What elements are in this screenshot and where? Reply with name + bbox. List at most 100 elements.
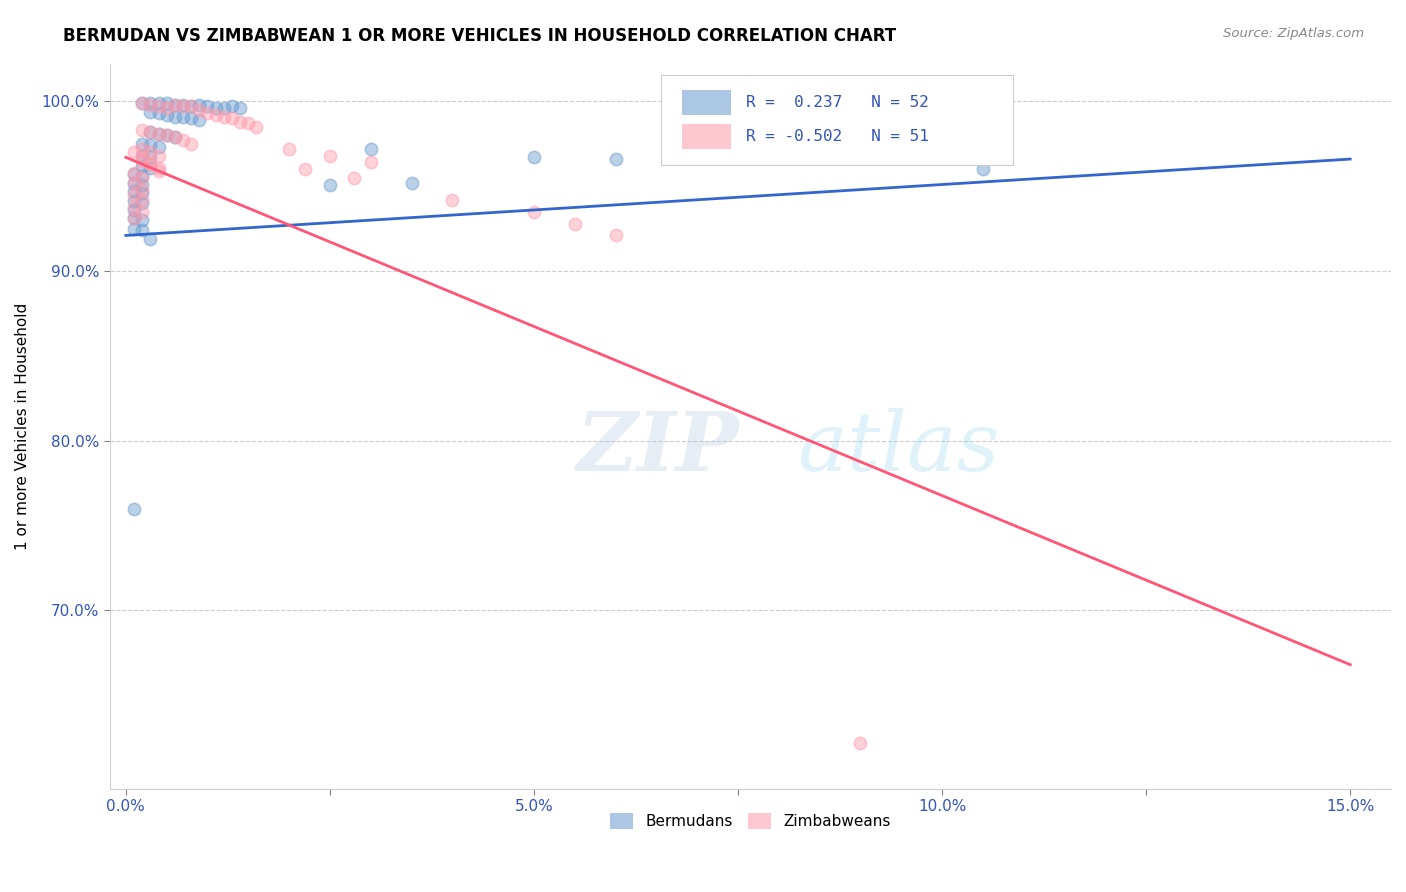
Point bbox=[163, 130, 186, 145]
Point bbox=[131, 186, 153, 200]
Point bbox=[131, 196, 153, 211]
Point bbox=[523, 204, 546, 219]
Point bbox=[156, 101, 179, 115]
Point bbox=[188, 103, 211, 117]
Point bbox=[139, 150, 162, 164]
Point bbox=[212, 110, 235, 124]
Point bbox=[163, 130, 186, 145]
Point bbox=[972, 162, 994, 177]
Point bbox=[229, 114, 252, 128]
Point bbox=[131, 96, 153, 111]
Point bbox=[122, 167, 145, 181]
Point bbox=[180, 99, 202, 113]
Point bbox=[148, 164, 170, 178]
Point bbox=[131, 153, 153, 168]
Point bbox=[139, 97, 162, 112]
Point bbox=[278, 142, 301, 156]
Point bbox=[131, 193, 153, 207]
Point bbox=[122, 166, 145, 180]
Y-axis label: 1 or more Vehicles in Household: 1 or more Vehicles in Household bbox=[15, 302, 30, 549]
Point bbox=[131, 169, 153, 183]
Point bbox=[188, 113, 211, 128]
Point bbox=[131, 178, 153, 192]
Point bbox=[139, 96, 162, 111]
Point bbox=[523, 150, 546, 164]
Point bbox=[605, 228, 627, 243]
Point bbox=[564, 217, 586, 231]
Point bbox=[172, 110, 194, 124]
Point bbox=[163, 97, 186, 112]
Point bbox=[131, 136, 153, 151]
Point bbox=[122, 184, 145, 198]
Point bbox=[294, 162, 316, 177]
Point bbox=[229, 101, 252, 115]
Text: atlas: atlas bbox=[797, 408, 1000, 488]
Point bbox=[401, 176, 423, 190]
Point bbox=[122, 176, 145, 190]
Point bbox=[197, 99, 219, 113]
Text: Source: ZipAtlas.com: Source: ZipAtlas.com bbox=[1223, 27, 1364, 40]
Point bbox=[221, 112, 243, 126]
Point bbox=[172, 99, 194, 113]
Point bbox=[122, 221, 145, 235]
Point bbox=[204, 108, 226, 122]
Point bbox=[139, 138, 162, 153]
Text: R = -0.502   N = 51: R = -0.502 N = 51 bbox=[747, 129, 929, 144]
Point bbox=[139, 145, 162, 160]
Point bbox=[156, 128, 179, 143]
FancyBboxPatch shape bbox=[661, 75, 1012, 166]
Point bbox=[139, 157, 162, 171]
Point bbox=[172, 97, 194, 112]
Text: ZIP: ZIP bbox=[578, 408, 740, 488]
Point bbox=[319, 149, 342, 163]
Point bbox=[343, 170, 366, 185]
Point bbox=[360, 142, 382, 156]
Point bbox=[139, 161, 162, 175]
Point bbox=[122, 176, 145, 190]
Point bbox=[148, 149, 170, 163]
Point bbox=[122, 200, 145, 214]
FancyBboxPatch shape bbox=[682, 90, 731, 115]
Point bbox=[131, 213, 153, 227]
Point bbox=[148, 96, 170, 111]
Point bbox=[148, 106, 170, 120]
Point bbox=[180, 136, 202, 151]
Point bbox=[245, 120, 267, 134]
Point bbox=[131, 150, 153, 164]
Point bbox=[172, 133, 194, 147]
Point bbox=[139, 125, 162, 139]
FancyBboxPatch shape bbox=[682, 124, 731, 149]
Point bbox=[139, 104, 162, 119]
Point bbox=[156, 108, 179, 122]
Point bbox=[122, 501, 145, 516]
Point bbox=[131, 170, 153, 185]
Point bbox=[238, 116, 260, 130]
Point bbox=[131, 96, 153, 111]
Point bbox=[148, 127, 170, 141]
Point bbox=[319, 178, 342, 192]
Point bbox=[122, 187, 145, 202]
Point bbox=[139, 125, 162, 139]
Point bbox=[148, 161, 170, 175]
Point bbox=[180, 99, 202, 113]
Point bbox=[204, 101, 226, 115]
Point bbox=[131, 204, 153, 219]
Point bbox=[131, 223, 153, 237]
Point bbox=[849, 736, 872, 750]
Point bbox=[122, 202, 145, 217]
Point bbox=[139, 157, 162, 171]
Point bbox=[148, 140, 170, 154]
Text: BERMUDAN VS ZIMBABWEAN 1 OR MORE VEHICLES IN HOUSEHOLD CORRELATION CHART: BERMUDAN VS ZIMBABWEAN 1 OR MORE VEHICLE… bbox=[63, 27, 897, 45]
Legend: Bermudans, Zimbabweans: Bermudans, Zimbabweans bbox=[605, 807, 897, 835]
Point bbox=[148, 127, 170, 141]
Point bbox=[131, 159, 153, 173]
Point bbox=[122, 194, 145, 209]
Point bbox=[163, 110, 186, 124]
Point bbox=[156, 128, 179, 143]
Point bbox=[197, 106, 219, 120]
Point bbox=[122, 145, 145, 160]
Point bbox=[148, 99, 170, 113]
Point bbox=[605, 152, 627, 166]
Point bbox=[180, 112, 202, 126]
Point bbox=[139, 232, 162, 246]
